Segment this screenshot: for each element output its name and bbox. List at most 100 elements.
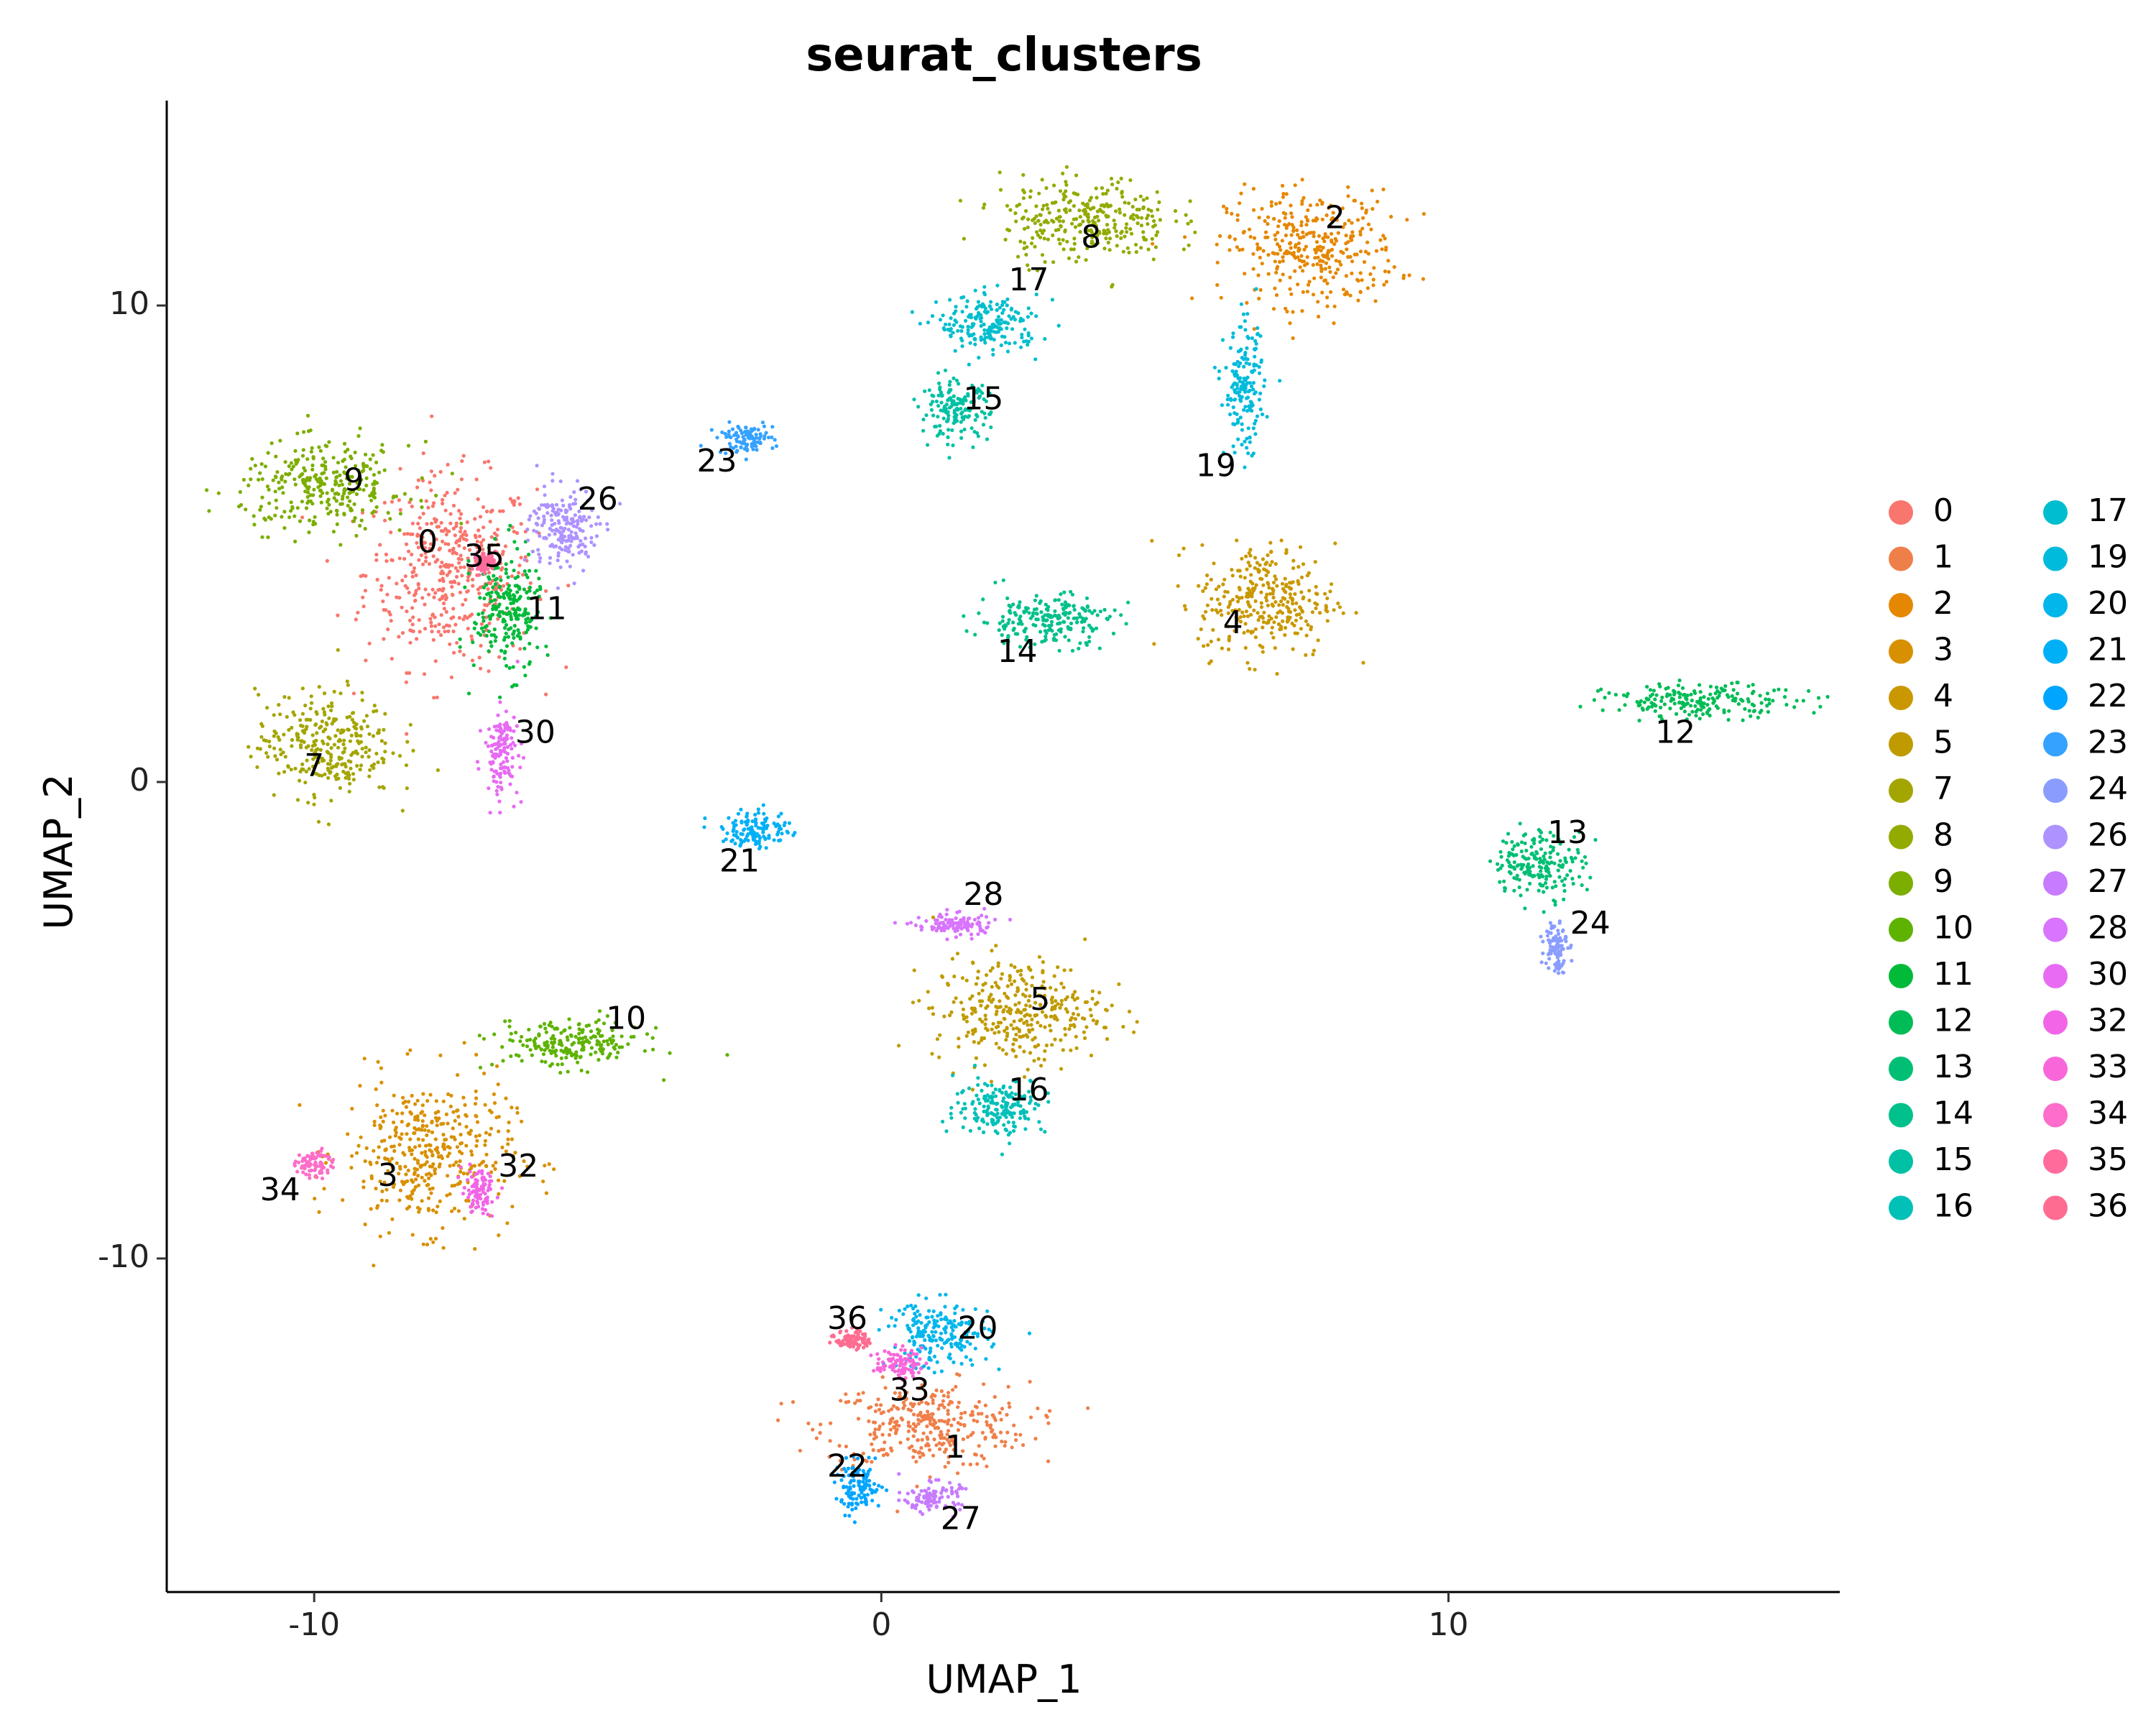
point — [374, 460, 379, 465]
point — [990, 323, 995, 327]
point — [601, 1047, 605, 1052]
point — [968, 1128, 972, 1133]
point — [1283, 252, 1287, 256]
point — [487, 571, 492, 575]
point — [1026, 998, 1031, 1003]
point — [377, 1155, 381, 1159]
point — [998, 999, 1002, 1003]
point — [401, 1101, 405, 1105]
point — [524, 620, 528, 625]
point — [381, 1119, 385, 1123]
point — [1243, 353, 1248, 357]
point — [313, 796, 317, 800]
point — [989, 329, 993, 334]
point — [1033, 244, 1037, 249]
point — [980, 1430, 985, 1435]
point — [462, 565, 466, 569]
point — [327, 440, 331, 444]
point — [979, 1003, 983, 1008]
point — [1323, 267, 1327, 271]
point — [1252, 327, 1256, 331]
point — [1251, 187, 1256, 191]
point — [1330, 218, 1335, 222]
point — [405, 1207, 410, 1211]
point — [400, 579, 405, 583]
point — [1087, 623, 1092, 627]
point — [298, 778, 302, 783]
point — [1286, 599, 1290, 604]
point — [987, 391, 992, 395]
point — [1238, 376, 1243, 380]
point — [962, 1102, 967, 1106]
point — [321, 491, 325, 495]
point — [474, 1114, 479, 1118]
point — [1227, 234, 1232, 239]
point — [476, 497, 480, 502]
point — [1240, 385, 1244, 390]
point — [450, 592, 455, 597]
point — [372, 488, 376, 492]
point — [453, 1183, 457, 1187]
point — [415, 1114, 420, 1118]
point — [1299, 236, 1303, 240]
point — [510, 641, 515, 645]
point — [995, 1116, 1000, 1120]
point — [1221, 582, 1225, 586]
point — [387, 576, 391, 580]
point — [941, 431, 945, 436]
point — [1072, 616, 1076, 620]
point — [300, 686, 305, 691]
point — [977, 611, 981, 615]
point — [981, 206, 986, 210]
point — [1693, 704, 1697, 708]
point — [1795, 699, 1799, 703]
point — [931, 1401, 935, 1405]
point — [1246, 426, 1250, 431]
point — [946, 417, 950, 421]
point — [1117, 982, 1121, 986]
point — [958, 198, 962, 203]
point — [964, 1333, 969, 1338]
point — [1498, 850, 1503, 854]
point — [383, 750, 387, 754]
point — [975, 1462, 980, 1466]
point — [1125, 230, 1129, 234]
point — [1301, 269, 1305, 273]
point — [1034, 214, 1038, 218]
point — [1221, 451, 1225, 455]
point — [367, 748, 372, 753]
point — [1068, 199, 1073, 203]
point — [1311, 293, 1316, 297]
point — [367, 732, 372, 736]
point — [1321, 245, 1325, 250]
point — [1040, 984, 1044, 988]
point — [475, 1138, 479, 1143]
point — [1327, 257, 1331, 261]
point — [576, 1022, 581, 1026]
point — [1009, 982, 1014, 986]
point — [303, 489, 308, 494]
point — [1064, 1007, 1068, 1011]
point — [313, 723, 318, 727]
point — [1231, 335, 1235, 339]
point — [522, 1159, 526, 1164]
point — [1041, 980, 1046, 984]
point — [1621, 693, 1626, 697]
point — [996, 315, 1001, 319]
point — [952, 1442, 957, 1446]
point — [314, 473, 318, 477]
point — [506, 1129, 510, 1133]
point — [526, 596, 530, 600]
point — [1011, 1042, 1015, 1046]
point — [553, 1037, 557, 1041]
point — [1288, 592, 1292, 597]
point — [512, 635, 516, 640]
point — [469, 612, 474, 617]
point — [1105, 231, 1109, 236]
point — [1053, 609, 1057, 613]
point — [1097, 218, 1101, 223]
point — [581, 1046, 585, 1051]
point — [1030, 983, 1034, 988]
cluster-15-points — [912, 368, 993, 460]
point — [1645, 684, 1649, 689]
